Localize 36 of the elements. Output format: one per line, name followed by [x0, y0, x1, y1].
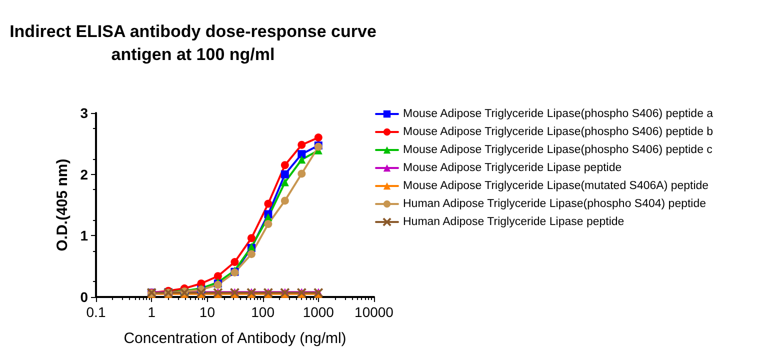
- legend-label: Mouse Adipose Triglyceride Lipase(phospho S406) peptide b: [403, 126, 714, 138]
- legend-label: Human Adipose Triglyceride Lipase peptide: [403, 216, 624, 228]
- y-tick-label: 2: [80, 166, 88, 182]
- x-tick-label: 0.1: [86, 304, 106, 320]
- legend-label: Mouse Adipose Triglyceride Lipase(mutated S406A) peptide: [403, 180, 709, 192]
- point: [264, 220, 272, 228]
- point: [298, 170, 306, 178]
- legend-label: Mouse Adipose Triglyceride Lipase peptide: [403, 162, 622, 174]
- chart-title: Indirect ELISA antibody dose-response curve: [10, 22, 376, 41]
- point: [280, 178, 289, 186]
- legend-label: Mouse Adipose Triglyceride Lipase(phospho S406) peptide c: [403, 144, 713, 156]
- y-tick-label: 3: [80, 105, 88, 121]
- y-tick-label: 0: [80, 289, 88, 305]
- point: [247, 234, 256, 242]
- point: [280, 196, 289, 205]
- chart-subtitle: antigen at 100 ng/ml: [111, 45, 275, 64]
- y-axis-title: O.D.(405 nm): [54, 158, 71, 252]
- x-tick-label: 10000: [354, 304, 394, 320]
- point: [298, 156, 306, 164]
- point: [264, 200, 272, 208]
- point: [280, 170, 289, 178]
- point: [247, 250, 256, 258]
- x-axis-title: Concentration of Antibody (ng/ml): [124, 330, 346, 347]
- point: [314, 134, 322, 142]
- point: [280, 161, 289, 170]
- x-tick-label: 1: [148, 304, 156, 320]
- legend-label: Human Adipose Triglyceride Lipase(phospho S404) peptide: [403, 198, 706, 210]
- point: [214, 272, 222, 280]
- point: [298, 150, 306, 158]
- legend-label: Mouse Adipose Triglyceride Lipase(phospho S406) peptide a: [403, 108, 714, 120]
- x-tick-label: 100: [251, 304, 275, 320]
- point: [298, 140, 306, 149]
- point: [230, 258, 239, 266]
- x-tick-label: 10: [199, 304, 216, 320]
- y-tick-label: 1: [80, 228, 88, 244]
- x-tick-label: 1000: [302, 304, 334, 320]
